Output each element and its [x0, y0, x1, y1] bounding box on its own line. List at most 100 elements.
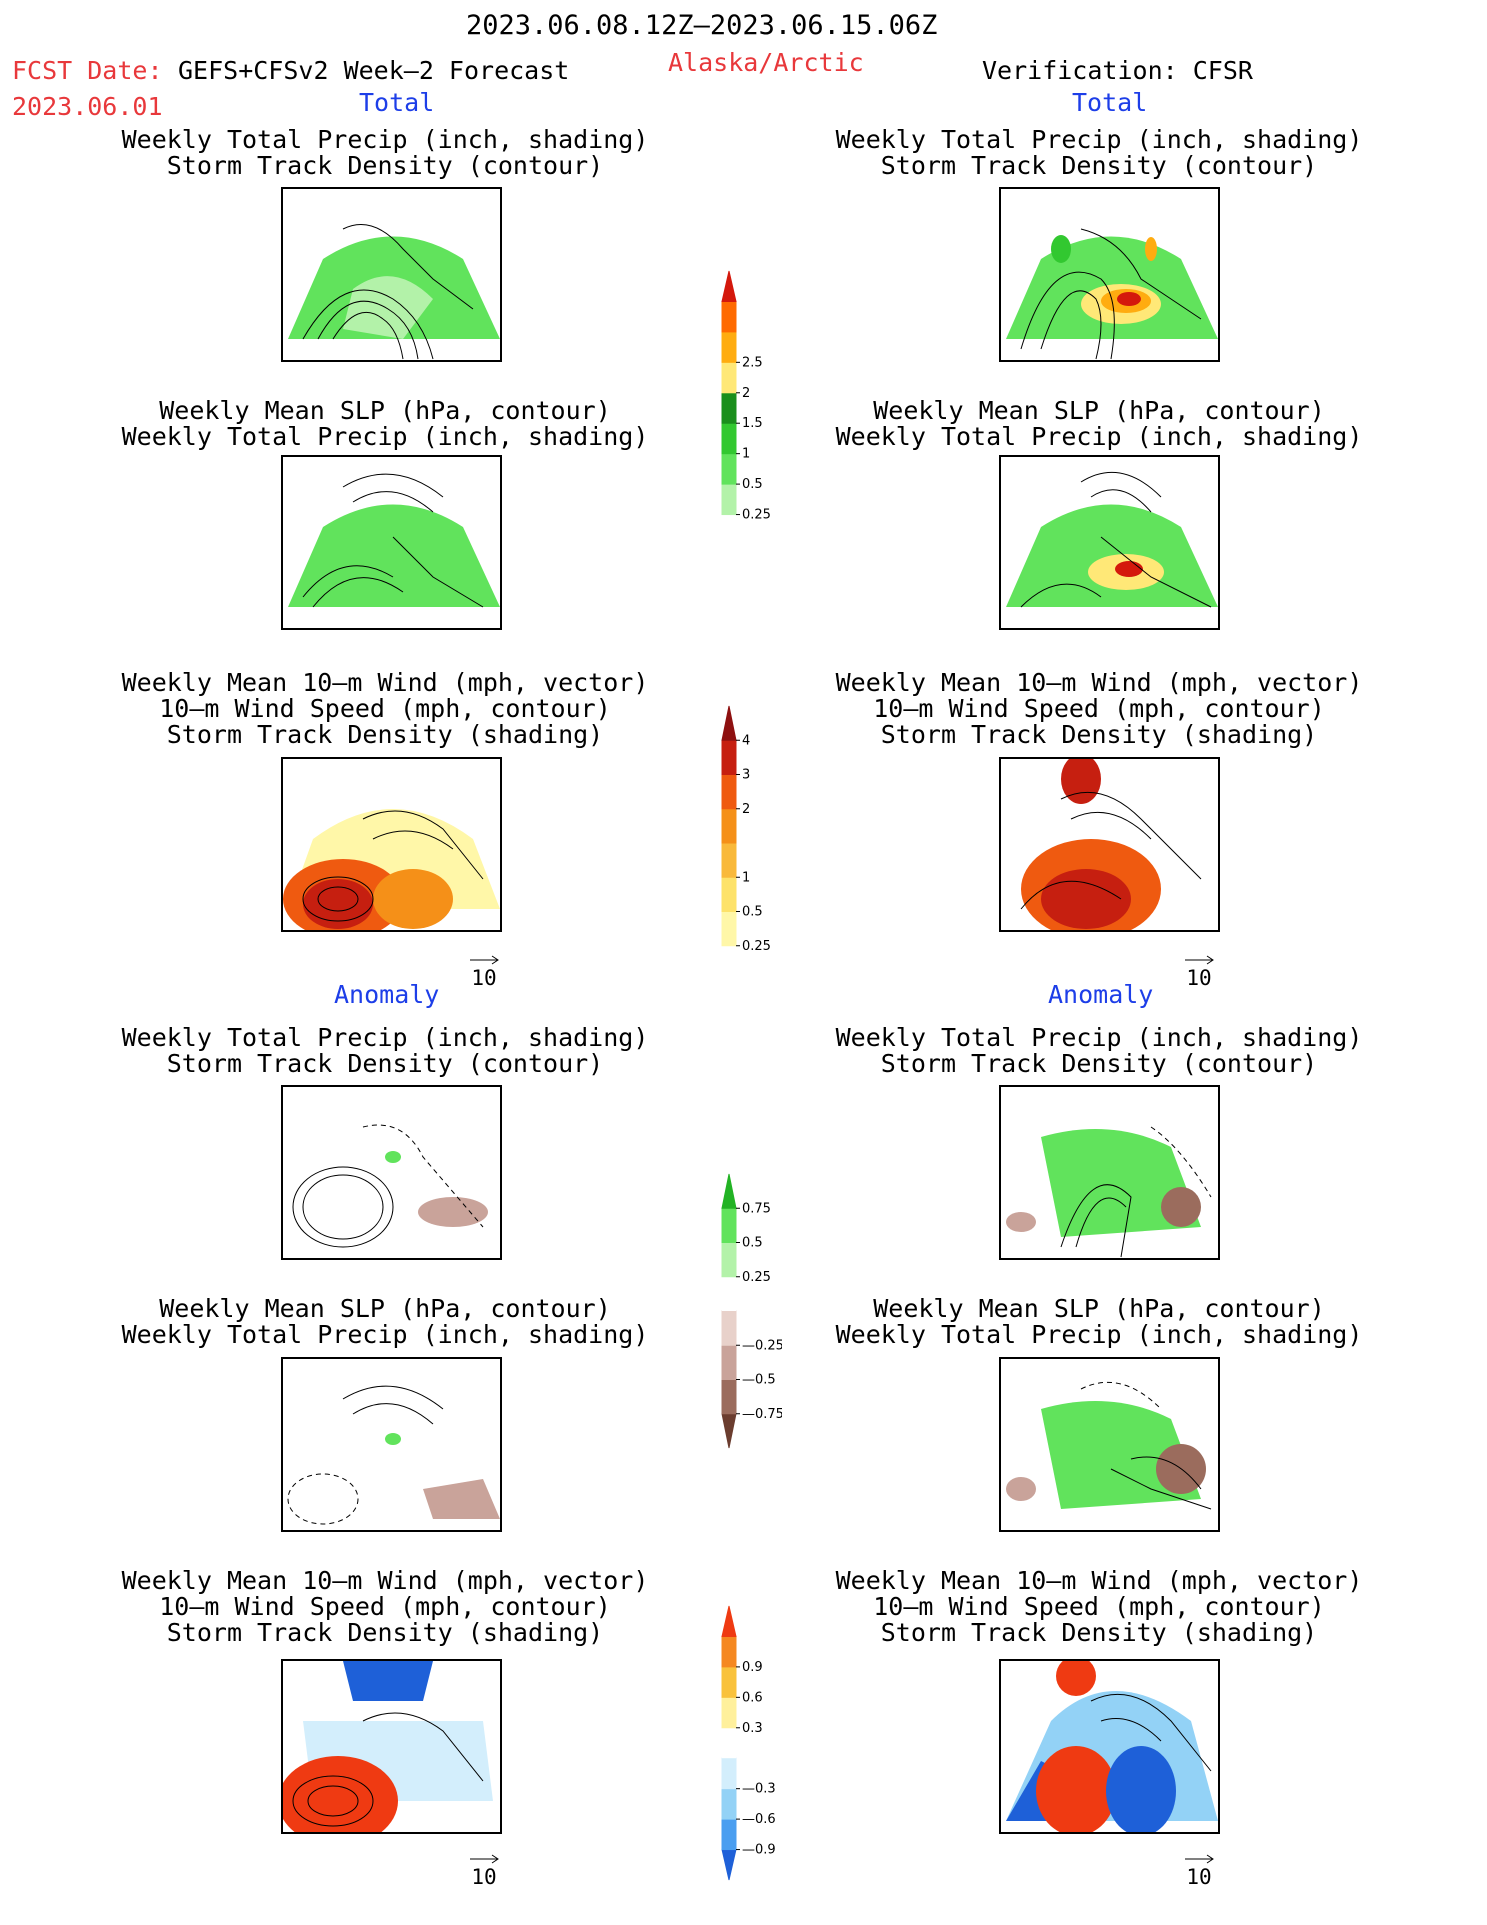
- date-range-title: 2023.06.08.12Z—2023.06.15.06Z: [466, 10, 938, 41]
- colorbar-segment: [721, 1207, 737, 1243]
- colorbar-tick-label: 2.5: [742, 355, 763, 370]
- colorbar-segment: [721, 392, 737, 424]
- vector-ref-fcst-anom: 10: [464, 1853, 504, 1889]
- colorbar-anom-precip: —0.75 —0.5 —0.25 0.25 0.5 0.75: [721, 1173, 782, 1449]
- colorbar-tick-label: 0.9: [742, 1660, 763, 1675]
- vector-ref-fcst-total: 10: [464, 954, 504, 990]
- colorbar-tick-label: 0.25: [742, 508, 771, 523]
- colorbar-tick-label: —0.9: [742, 1843, 776, 1858]
- colorbar-segment: [721, 361, 737, 394]
- colorbar-tick-label: 0.5: [742, 905, 763, 920]
- colorbar-tick-label: 1: [742, 870, 750, 885]
- panel-title-obs-anom-precip-track: Weekly Total Precip (inch, shading) Stor…: [835, 1023, 1363, 1078]
- colorbar-total-precip: 0.25 0.5 1 1.5 2 2.5: [721, 270, 771, 545]
- colorbar-segment: [721, 1173, 737, 1209]
- panel-title-fcst-wind-track: Weekly Mean 10—m Wind (mph, vector) 10—m…: [121, 668, 649, 749]
- panel-title-obs-precip-track: Weekly Total Precip (inch, shading) Stor…: [835, 125, 1363, 180]
- colorbar-segment: [721, 705, 737, 741]
- colorbar-tick-label: —0.75: [742, 1407, 782, 1422]
- colorbar-tick-label: 0.75: [742, 1201, 771, 1216]
- colorbar-tick-label: 0.5: [742, 477, 763, 492]
- colorbar-segment: [721, 422, 737, 455]
- region-label: Alaska/Arctic: [668, 48, 864, 77]
- section-anomaly-right: Anomaly: [1048, 980, 1154, 1009]
- colorbar-tick-label: 0.6: [742, 1690, 763, 1705]
- colorbar-tick-label: —0.5: [742, 1373, 776, 1388]
- colorbar-segment: [721, 1666, 737, 1698]
- map-fcst-total-slp: [281, 455, 502, 630]
- fcst-model-label: GEFS+CFSv2 Week—2 Forecast: [178, 56, 570, 85]
- section-total-right: Total: [1072, 88, 1148, 117]
- colorbar-segment: [721, 1413, 737, 1449]
- colorbar-segment: [721, 739, 737, 775]
- map-fcst-total-precip: [281, 187, 502, 362]
- colorbar-total-track: 0.25 0.5 1 2 3 4: [721, 705, 771, 980]
- colorbar-tick-label: 0.25: [742, 1270, 771, 1285]
- verification-label: Verification: CFSR: [982, 56, 1253, 85]
- map-obs-anom-precip: [999, 1085, 1220, 1260]
- colorbar-tick-label: 1.5: [742, 416, 763, 431]
- panel-title-obs-wind-track: Weekly Mean 10—m Wind (mph, vector) 10—m…: [835, 668, 1363, 749]
- colorbar-tick-label: 0.3: [742, 1721, 763, 1736]
- vector-arrow-icon: [470, 1854, 499, 1864]
- panel-title-fcst-precip-track: Weekly Total Precip (inch, shading) Stor…: [121, 125, 649, 180]
- colorbar-segment: [722, 1276, 736, 1311]
- vector-arrow-icon: [1185, 955, 1214, 965]
- colorbar-segment: [721, 1757, 737, 1790]
- colorbar-tick-label: 0.5: [742, 1236, 763, 1251]
- colorbar-segment: [721, 270, 737, 302]
- fcst-date-value: 2023.06.01: [12, 92, 163, 121]
- colorbar-segment: [721, 453, 737, 485]
- colorbar-segment: [721, 876, 737, 912]
- panel-title-obs-anom-wind-track: Weekly Mean 10—m Wind (mph, vector) 10—m…: [835, 1566, 1363, 1647]
- colorbar-tick-label: 4: [742, 733, 750, 748]
- vector-arrow-icon: [470, 955, 499, 965]
- colorbar-tick-label: 0.25: [742, 939, 771, 954]
- vector-ref-value: 10: [471, 1865, 497, 1889]
- section-total-left: Total: [359, 88, 435, 117]
- panel-title-fcst-anom-wind-track: Weekly Mean 10—m Wind (mph, vector) 10—m…: [121, 1566, 649, 1647]
- colorbar-segment: [721, 1242, 737, 1278]
- colorbar-segment: [721, 1344, 737, 1380]
- colorbar-segment: [721, 842, 737, 878]
- colorbar-tick-label: 3: [742, 768, 750, 783]
- map-fcst-anom-slp: [281, 1357, 502, 1532]
- colorbar-segment: [721, 1849, 737, 1881]
- colorbar-segment: [721, 1310, 737, 1346]
- map-fcst-anom-wind: [281, 1659, 502, 1834]
- colorbar-segment: [722, 514, 736, 545]
- colorbar-tick-label: —0.6: [742, 1812, 776, 1827]
- vector-ref-value: 10: [471, 966, 497, 990]
- vector-ref-obs-total: 10: [1179, 954, 1219, 990]
- colorbar-segment: [721, 1818, 737, 1851]
- fcst-date-label: FCST Date:: [12, 56, 163, 85]
- colorbar-tick-label: —0.25: [742, 1338, 782, 1353]
- panel-title-obs-slp-precip: Weekly Mean SLP (hPa, contour) Weekly To…: [835, 396, 1363, 451]
- colorbar-segment: [721, 911, 737, 947]
- colorbar-segment: [721, 774, 737, 810]
- map-obs-total-slp: [999, 455, 1220, 630]
- vector-arrow-icon: [1185, 1854, 1214, 1864]
- map-obs-anom-slp: [999, 1357, 1220, 1532]
- panel-title-obs-anom-slp-precip: Weekly Mean SLP (hPa, contour) Weekly To…: [835, 1294, 1363, 1349]
- colorbar-tick-label: 1: [742, 447, 750, 462]
- colorbar-segment: [721, 1788, 737, 1820]
- colorbar-tick-label: 2: [742, 386, 750, 401]
- colorbar-tick-label: —0.3: [742, 1782, 776, 1797]
- map-fcst-anom-precip: [281, 1085, 502, 1260]
- colorbar-segment: [722, 1727, 736, 1759]
- panel-title-fcst-slp-precip: Weekly Mean SLP (hPa, contour) Weekly To…: [121, 396, 649, 451]
- colorbar-segment: [721, 483, 737, 516]
- colorbar-tick-label: 2: [742, 802, 750, 817]
- panel-title-fcst-anom-slp-precip: Weekly Mean SLP (hPa, contour) Weekly To…: [121, 1294, 649, 1349]
- map-obs-total-precip: [999, 187, 1220, 362]
- map-obs-total-wind: [999, 757, 1220, 932]
- vector-ref-value: 10: [1186, 1865, 1212, 1889]
- vector-ref-value: 10: [1186, 966, 1212, 990]
- colorbar-segment: [721, 300, 737, 333]
- colorbar-segment: [721, 1605, 737, 1637]
- colorbar-segment: [721, 808, 737, 844]
- map-obs-anom-wind: [999, 1659, 1220, 1834]
- colorbar-segment: [721, 331, 737, 363]
- map-fcst-total-wind: [281, 757, 502, 932]
